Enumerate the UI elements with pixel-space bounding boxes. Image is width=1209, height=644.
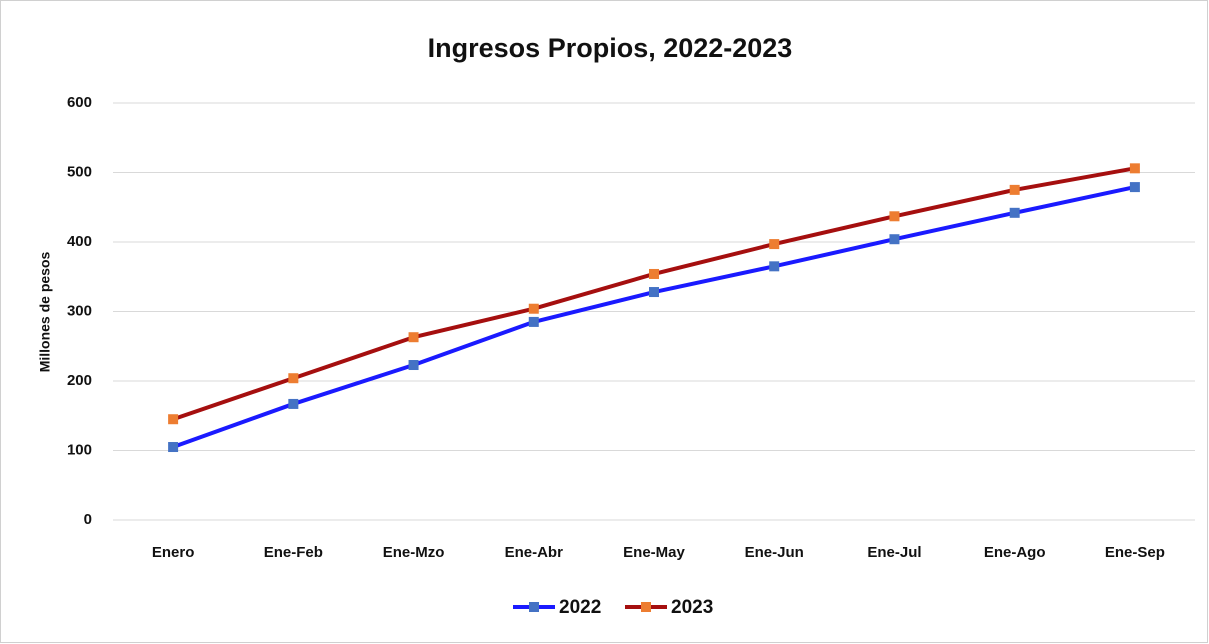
x-tick-label: Enero (152, 544, 195, 561)
y-tick-label: 600 (67, 94, 92, 111)
data-point (889, 234, 900, 245)
data-point (649, 268, 659, 279)
y-tick-label: 100 (67, 441, 92, 458)
legend-label: 2023 (671, 597, 713, 618)
chart-title: Ingresos Propios, 2022-2023 (428, 33, 793, 63)
y-tick-label: 200 (67, 372, 92, 389)
data-point (288, 373, 299, 384)
x-tick-label: Ene-Feb (264, 544, 323, 561)
legend-label: 2022 (559, 597, 601, 618)
data-point (408, 360, 419, 371)
y-axis-label: Millones de pesos (37, 251, 53, 372)
x-tick-label: Ene-Mzo (383, 544, 445, 561)
x-tick-label: Ene-Abr (505, 544, 564, 561)
x-tick-label: Ene-Ago (984, 544, 1046, 561)
x-tick-label: Ene-Jul (867, 544, 921, 561)
data-point (649, 287, 659, 298)
y-tick-label: 300 (67, 302, 92, 319)
data-point (408, 332, 419, 343)
data-point (168, 414, 179, 425)
data-point (168, 442, 179, 453)
y-tick-label: 0 (84, 511, 92, 528)
data-point (1009, 184, 1020, 195)
data-point (1129, 182, 1140, 193)
data-point (528, 316, 539, 327)
x-tick-label: Ene-Jun (745, 544, 804, 561)
legend-marker (641, 602, 651, 612)
data-point (769, 239, 780, 250)
legend-marker (529, 602, 539, 612)
y-tick-label: 400 (67, 233, 92, 250)
data-point (1129, 163, 1140, 174)
data-point (1009, 207, 1020, 218)
data-point (528, 303, 539, 314)
data-point (288, 398, 299, 409)
y-tick-label: 500 (67, 163, 92, 180)
x-tick-label: Ene-Sep (1105, 544, 1165, 561)
x-tick-label: Ene-May (623, 544, 685, 561)
data-point (769, 261, 780, 272)
data-point (889, 211, 900, 222)
